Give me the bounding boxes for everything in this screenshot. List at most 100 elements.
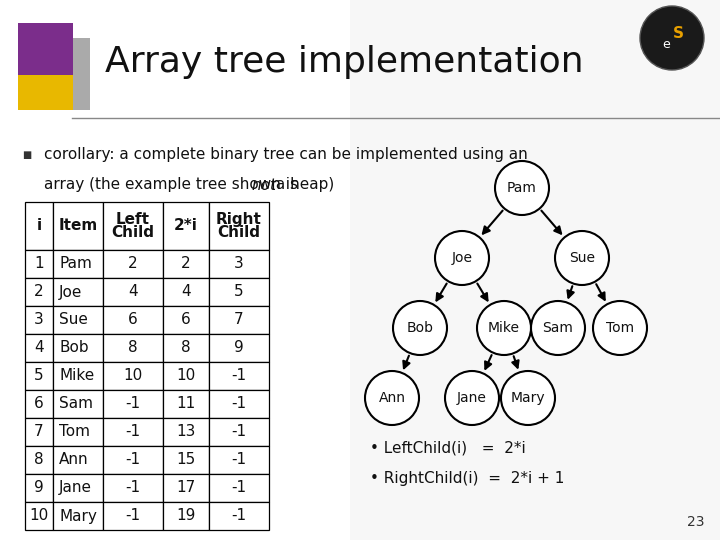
- Text: -1: -1: [125, 396, 140, 411]
- FancyBboxPatch shape: [25, 474, 53, 502]
- FancyBboxPatch shape: [209, 362, 269, 390]
- Circle shape: [445, 371, 499, 425]
- Text: 10: 10: [123, 368, 143, 383]
- FancyBboxPatch shape: [163, 306, 209, 334]
- FancyBboxPatch shape: [25, 278, 53, 306]
- FancyBboxPatch shape: [25, 334, 53, 362]
- Text: Bob: Bob: [59, 341, 89, 355]
- Text: 7: 7: [34, 424, 44, 440]
- Text: • LeftChild(i)   =  2*i: • LeftChild(i) = 2*i: [370, 441, 526, 456]
- Text: 4: 4: [34, 341, 44, 355]
- Text: Joe: Joe: [451, 251, 472, 265]
- Text: a heap): a heap): [271, 178, 334, 192]
- Text: 1: 1: [34, 256, 44, 272]
- FancyBboxPatch shape: [163, 278, 209, 306]
- FancyBboxPatch shape: [53, 306, 103, 334]
- FancyBboxPatch shape: [163, 474, 209, 502]
- Circle shape: [435, 231, 489, 285]
- FancyBboxPatch shape: [53, 502, 103, 530]
- FancyBboxPatch shape: [103, 202, 163, 250]
- FancyBboxPatch shape: [25, 390, 53, 418]
- Text: Ann: Ann: [379, 391, 405, 405]
- FancyBboxPatch shape: [163, 334, 209, 362]
- Text: 8: 8: [181, 341, 191, 355]
- Text: ■: ■: [22, 150, 31, 160]
- Text: -1: -1: [125, 424, 140, 440]
- Text: Array tree implementation: Array tree implementation: [105, 45, 584, 79]
- Text: Sam: Sam: [543, 321, 573, 335]
- FancyBboxPatch shape: [350, 0, 720, 540]
- Text: -1: -1: [125, 453, 140, 468]
- Text: Sue: Sue: [59, 313, 88, 327]
- Text: 2: 2: [128, 256, 138, 272]
- FancyBboxPatch shape: [25, 502, 53, 530]
- Text: Sam: Sam: [59, 396, 93, 411]
- Text: -1: -1: [231, 481, 246, 496]
- Circle shape: [531, 301, 585, 355]
- FancyBboxPatch shape: [53, 202, 103, 250]
- FancyBboxPatch shape: [163, 250, 209, 278]
- Text: Mary: Mary: [59, 509, 97, 523]
- FancyBboxPatch shape: [209, 250, 269, 278]
- Text: 5: 5: [234, 285, 244, 300]
- Text: 2*i: 2*i: [174, 219, 198, 233]
- Text: Tom: Tom: [59, 424, 90, 440]
- FancyBboxPatch shape: [163, 446, 209, 474]
- FancyBboxPatch shape: [163, 390, 209, 418]
- Text: • RightChild(i)  =  2*i + 1: • RightChild(i) = 2*i + 1: [370, 470, 564, 485]
- Circle shape: [477, 301, 531, 355]
- Text: -1: -1: [231, 509, 246, 523]
- Text: e: e: [662, 38, 670, 51]
- Circle shape: [393, 301, 447, 355]
- FancyBboxPatch shape: [25, 418, 53, 446]
- FancyBboxPatch shape: [53, 418, 103, 446]
- Circle shape: [501, 371, 555, 425]
- Circle shape: [593, 301, 647, 355]
- Text: 7: 7: [234, 313, 244, 327]
- FancyBboxPatch shape: [103, 250, 163, 278]
- FancyBboxPatch shape: [163, 362, 209, 390]
- Text: 6: 6: [34, 396, 44, 411]
- Text: Pam: Pam: [59, 256, 92, 272]
- Circle shape: [640, 6, 704, 70]
- FancyBboxPatch shape: [25, 306, 53, 334]
- Text: 17: 17: [176, 481, 196, 496]
- FancyBboxPatch shape: [163, 418, 209, 446]
- Text: 6: 6: [128, 313, 138, 327]
- Text: 11: 11: [176, 396, 196, 411]
- Text: 10: 10: [176, 368, 196, 383]
- FancyBboxPatch shape: [53, 362, 103, 390]
- FancyBboxPatch shape: [103, 390, 163, 418]
- Text: Item: Item: [58, 219, 98, 233]
- FancyBboxPatch shape: [209, 418, 269, 446]
- Text: Ann: Ann: [59, 453, 89, 468]
- Text: Mike: Mike: [59, 368, 94, 383]
- Text: 10: 10: [30, 509, 49, 523]
- Text: Bob: Bob: [407, 321, 433, 335]
- Text: Tom: Tom: [606, 321, 634, 335]
- Circle shape: [365, 371, 419, 425]
- Text: Sue: Sue: [569, 251, 595, 265]
- Text: 23: 23: [688, 515, 705, 529]
- FancyBboxPatch shape: [103, 334, 163, 362]
- Text: 5: 5: [34, 368, 44, 383]
- FancyBboxPatch shape: [53, 390, 103, 418]
- Text: 9: 9: [34, 481, 44, 496]
- Text: 13: 13: [176, 424, 196, 440]
- FancyBboxPatch shape: [209, 202, 269, 250]
- FancyBboxPatch shape: [209, 306, 269, 334]
- Text: Child: Child: [112, 225, 155, 240]
- Text: Left: Left: [116, 212, 150, 227]
- FancyBboxPatch shape: [18, 38, 90, 110]
- Text: not: not: [252, 178, 277, 192]
- FancyBboxPatch shape: [25, 250, 53, 278]
- FancyBboxPatch shape: [53, 446, 103, 474]
- Text: 8: 8: [128, 341, 138, 355]
- Text: Jane: Jane: [457, 391, 487, 405]
- Text: 3: 3: [234, 256, 244, 272]
- Text: -1: -1: [231, 368, 246, 383]
- Text: Mike: Mike: [488, 321, 520, 335]
- FancyBboxPatch shape: [18, 23, 73, 78]
- FancyBboxPatch shape: [209, 502, 269, 530]
- Text: 2: 2: [181, 256, 191, 272]
